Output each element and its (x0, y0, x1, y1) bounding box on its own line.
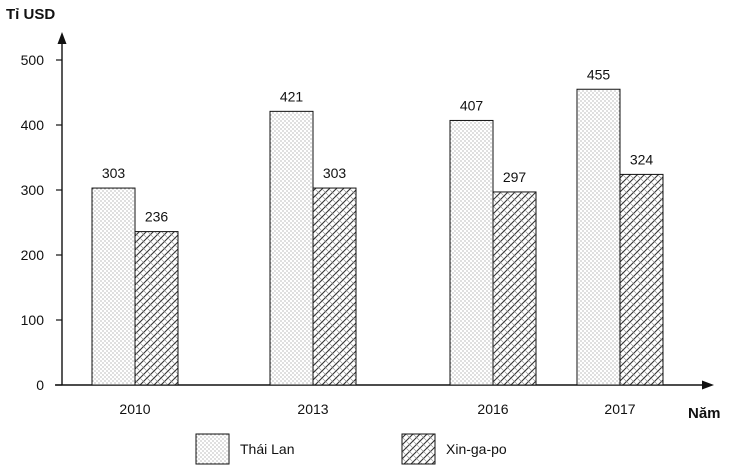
legend-label-thai-lan: Thái Lan (240, 441, 294, 457)
bar-xin-ga-po-2010 (134, 231, 179, 386)
data-label: 421 (280, 88, 304, 104)
bar-xin-ga-po-2016 (492, 191, 537, 386)
x-tick-label: 2017 (604, 401, 635, 417)
y-axis-arrow (57, 32, 67, 44)
bar-thai-lan-2013 (269, 110, 314, 386)
data-label: 303 (102, 165, 126, 181)
y-tick-label: 300 (21, 182, 45, 198)
legend: Thái Lan Xin-ga-po (195, 433, 507, 465)
y-axis-label: Tỉ USD (6, 6, 55, 23)
x-axis-arrow (702, 380, 714, 390)
bar-thai-lan-2010 (91, 187, 136, 386)
y-tick-label: 100 (21, 312, 45, 328)
legend-swatch-thai-lan (195, 433, 230, 465)
x-tick-label: 2010 (119, 401, 150, 417)
data-label: 236 (145, 209, 169, 225)
y-tick-label: 400 (21, 117, 45, 133)
data-label: 297 (503, 169, 527, 185)
x-axis-label: Năm (688, 405, 721, 422)
y-tick-label: 200 (21, 247, 45, 263)
data-labels: 303 421 407 455 236 303 297 324 (102, 66, 654, 224)
data-label: 303 (323, 165, 347, 181)
data-label: 407 (460, 97, 484, 113)
data-label: 455 (587, 66, 611, 82)
y-tick-label: 500 (21, 52, 45, 68)
y-tick-label: 0 (36, 377, 44, 393)
x-tick-label: 2013 (297, 401, 328, 417)
bars (91, 88, 664, 386)
bar-thai-lan-2016 (449, 119, 494, 386)
x-tick-label: 2016 (477, 401, 508, 417)
bar-xin-ga-po-2017 (619, 173, 664, 386)
bar-thai-lan-2017 (576, 88, 621, 386)
y-ticks: 0 100 200 300 400 500 (21, 52, 62, 393)
bar-xin-ga-po-2013 (312, 187, 357, 386)
legend-label-xin-ga-po: Xin-ga-po (446, 441, 507, 457)
data-label: 324 (630, 151, 654, 167)
x-tick-labels: 2010 2013 2016 2017 (119, 401, 635, 417)
legend-swatch-xin-ga-po (401, 433, 436, 465)
